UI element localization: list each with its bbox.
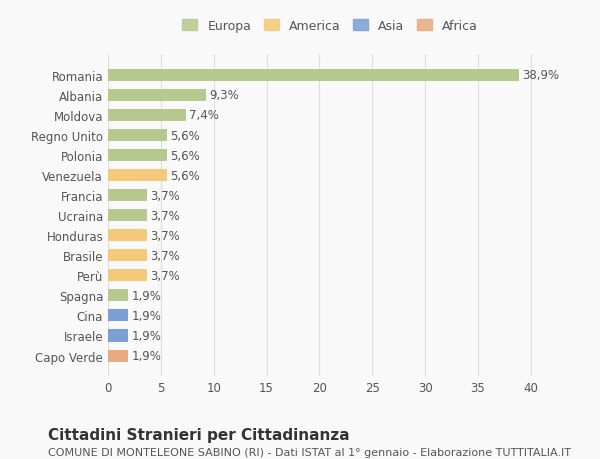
Text: 3,7%: 3,7%: [150, 189, 180, 202]
Text: 5,6%: 5,6%: [170, 149, 200, 162]
Bar: [108, 110, 186, 122]
Text: 5,6%: 5,6%: [170, 169, 200, 182]
Bar: [108, 70, 519, 82]
Bar: [108, 230, 147, 242]
Text: 7,4%: 7,4%: [190, 109, 219, 122]
Text: 1,9%: 1,9%: [131, 329, 161, 342]
Text: 3,7%: 3,7%: [150, 209, 180, 222]
Text: 1,9%: 1,9%: [131, 289, 161, 302]
Bar: [108, 130, 167, 142]
Text: 3,7%: 3,7%: [150, 269, 180, 282]
Text: 3,7%: 3,7%: [150, 249, 180, 262]
Text: 5,6%: 5,6%: [170, 129, 200, 142]
Bar: [108, 170, 167, 182]
Bar: [108, 150, 167, 162]
Text: 3,7%: 3,7%: [150, 229, 180, 242]
Bar: [108, 350, 128, 362]
Legend: Europa, America, Asia, Africa: Europa, America, Asia, Africa: [182, 20, 478, 33]
Bar: [108, 270, 147, 282]
Bar: [108, 90, 206, 102]
Text: 38,9%: 38,9%: [523, 69, 560, 82]
Bar: [108, 190, 147, 202]
Text: 1,9%: 1,9%: [131, 309, 161, 322]
Text: 1,9%: 1,9%: [131, 349, 161, 362]
Bar: [108, 250, 147, 262]
Text: 9,3%: 9,3%: [209, 89, 239, 102]
Bar: [108, 210, 147, 222]
Text: Cittadini Stranieri per Cittadinanza: Cittadini Stranieri per Cittadinanza: [48, 427, 350, 442]
Text: COMUNE DI MONTELEONE SABINO (RI) - Dati ISTAT al 1° gennaio - Elaborazione TUTTI: COMUNE DI MONTELEONE SABINO (RI) - Dati …: [48, 448, 571, 458]
Bar: [108, 330, 128, 342]
Bar: [108, 310, 128, 322]
Bar: [108, 290, 128, 302]
